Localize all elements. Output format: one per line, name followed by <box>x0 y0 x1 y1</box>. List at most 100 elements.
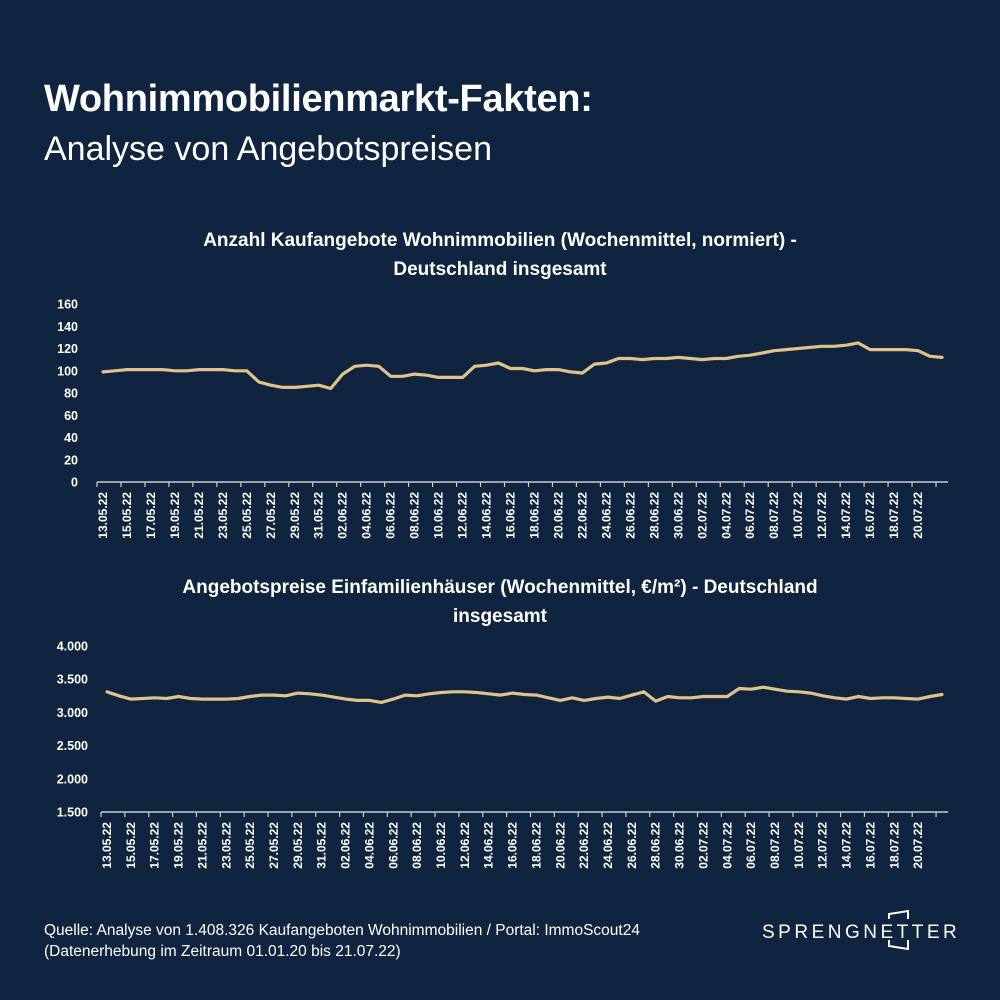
chart2-title-line2: insgesamt <box>453 606 547 627</box>
x-tick-label: 26.06.22 <box>623 492 637 539</box>
x-tick-label: 10.06.22 <box>434 822 448 869</box>
y-tick-label: 100 <box>57 364 78 378</box>
y-tick-label: 140 <box>57 320 78 334</box>
x-tick-label: 16.07.22 <box>863 822 877 869</box>
x-tick-label: 28.06.22 <box>649 822 663 869</box>
y-tick-label: 2.000 <box>57 772 88 786</box>
y-tick-label: 2.500 <box>57 739 88 753</box>
x-tick-label: 25.05.22 <box>240 492 254 539</box>
y-tick-label: 0 <box>71 476 78 490</box>
page-subtitle: Analyse von Angebotspreisen <box>44 130 492 168</box>
x-tick-label: 27.05.22 <box>267 822 281 869</box>
x-tick-label: 12.07.22 <box>816 822 830 869</box>
x-tick-label: 06.06.22 <box>386 822 400 869</box>
x-tick-label: 16.07.22 <box>863 492 877 539</box>
x-tick-label: 16.06.22 <box>506 822 520 869</box>
x-tick-label: 13.05.22 <box>96 492 110 539</box>
y-tick-label: 80 <box>64 387 78 401</box>
x-tick-label: 30.06.22 <box>673 822 687 869</box>
x-tick-label: 29.05.22 <box>291 822 305 869</box>
chart2-offer-prices: 1.500 2.000 2.500 3.000 3.500 4.000 13.05.22 15… <box>57 640 948 869</box>
x-tick-label: 10.06.22 <box>432 492 446 539</box>
x-tick-label: 02.06.22 <box>336 492 350 539</box>
chart1-offers-count: 0 20 40 60 80 100 120 140 160 13.05.22 15.05.22 17.… <box>57 298 948 539</box>
x-tick-label: 02.07.22 <box>695 492 709 539</box>
x-tick-label: 04.06.22 <box>362 822 376 869</box>
x-tick-label: 19.05.22 <box>168 492 182 539</box>
x-tick-label: 17.05.22 <box>148 822 162 869</box>
x-tick-label: 26.06.22 <box>625 822 639 869</box>
x-tick-label: 30.06.22 <box>671 492 685 539</box>
source-line2: (Datenerhebung im Zeitraum 01.01.20 bis … <box>44 943 401 960</box>
chart1-title-line1: Anzahl Kaufangebote Wohnimmobilien (Woch… <box>203 230 797 251</box>
y-tick-label: 1.500 <box>57 806 88 820</box>
series-line-0 <box>101 341 944 391</box>
x-tick-label: 24.06.22 <box>601 822 615 869</box>
x-tick-label: 24.06.22 <box>599 492 613 539</box>
x-tick-label: 08.07.22 <box>768 822 782 869</box>
x-tick-label: 27.05.22 <box>264 492 278 539</box>
x-tick-label: 12.07.22 <box>815 492 829 539</box>
x-tick-label: 15.05.22 <box>120 492 134 539</box>
x-tick-label: 18.07.22 <box>887 822 901 869</box>
x-tick-label: 20.06.22 <box>551 492 565 539</box>
chart2-title: Angebotspreise Einfamilienhäuser (Wochen… <box>0 573 1000 631</box>
x-tick-label: 02.06.22 <box>339 822 353 869</box>
x-tick-label: 08.06.22 <box>408 492 422 539</box>
x-tick-label: 25.05.22 <box>243 822 257 869</box>
x-tick-label: 14.06.22 <box>482 822 496 869</box>
y-tick-label: 160 <box>57 298 78 312</box>
x-tick-label: 14.07.22 <box>840 822 854 869</box>
x-tick-label: 28.06.22 <box>647 492 661 539</box>
x-tick-label: 18.06.22 <box>529 822 543 869</box>
y-tick-label: 4.000 <box>57 640 88 654</box>
x-tick-label: 04.07.22 <box>719 492 733 539</box>
x-tick-label: 18.07.22 <box>887 492 901 539</box>
x-tick-label: 17.05.22 <box>144 492 158 539</box>
x-tick-label: 06.06.22 <box>384 492 398 539</box>
x-tick-label: 23.05.22 <box>216 492 230 539</box>
x-tick-label: 22.06.22 <box>575 492 589 539</box>
x-tick-label: 10.07.22 <box>791 492 805 539</box>
x-tick-label: 06.07.22 <box>743 492 757 539</box>
x-tick-label: 31.05.22 <box>312 492 326 539</box>
series-line-0 <box>105 685 944 705</box>
x-tick-label: 18.06.22 <box>527 492 541 539</box>
x-tick-label: 31.05.22 <box>315 822 329 869</box>
x-tick-label: 20.06.22 <box>553 822 567 869</box>
x-tick-label: 13.05.22 <box>100 822 114 869</box>
x-tick-label: 23.05.22 <box>219 822 233 869</box>
x-tick-label: 04.06.22 <box>360 492 374 539</box>
y-tick-label: 40 <box>64 431 78 445</box>
y-tick-label: 60 <box>64 409 78 423</box>
x-tick-label: 08.07.22 <box>767 492 781 539</box>
x-tick-label: 14.07.22 <box>839 492 853 539</box>
x-tick-label: 16.06.22 <box>504 492 518 539</box>
page-title: Wohnimmobilienmarkt-Fakten: <box>44 78 593 120</box>
y-tick-label: 3.000 <box>57 706 88 720</box>
chart2-title-line1: Angebotspreise Einfamilienhäuser (Wochen… <box>182 577 818 598</box>
x-tick-label: 15.05.22 <box>124 822 138 869</box>
source-note: Quelle: Analyse von 1.408.326 Kaufangebo… <box>44 920 640 962</box>
x-tick-label: 21.05.22 <box>192 492 206 539</box>
source-line1: Quelle: Analyse von 1.408.326 Kaufangebo… <box>44 922 640 939</box>
x-tick-label: 06.07.22 <box>744 822 758 869</box>
x-tick-label: 14.06.22 <box>480 492 494 539</box>
x-tick-label: 10.07.22 <box>792 822 806 869</box>
y-tick-label: 3.500 <box>57 673 88 687</box>
x-tick-label: 12.06.22 <box>456 492 470 539</box>
x-tick-label: 21.05.22 <box>195 822 209 869</box>
x-tick-label: 04.07.22 <box>720 822 734 869</box>
x-tick-label: 19.05.22 <box>172 822 186 869</box>
logo-bracket-icon <box>888 909 909 951</box>
x-tick-label: 12.06.22 <box>458 822 472 869</box>
y-tick-label: 120 <box>57 342 78 356</box>
chart1-title: Anzahl Kaufangebote Wohnimmobilien (Woch… <box>0 226 1000 284</box>
chart1-title-line2: Deutschland insgesamt <box>393 259 607 280</box>
x-tick-label: 29.05.22 <box>288 492 302 539</box>
x-tick-label: 22.06.22 <box>577 822 591 869</box>
sprengnetter-logo: SPRENGNETTER <box>762 922 961 943</box>
y-tick-label: 20 <box>64 453 78 467</box>
x-tick-label: 20.07.22 <box>911 822 925 869</box>
x-tick-label: 08.06.22 <box>410 822 424 869</box>
